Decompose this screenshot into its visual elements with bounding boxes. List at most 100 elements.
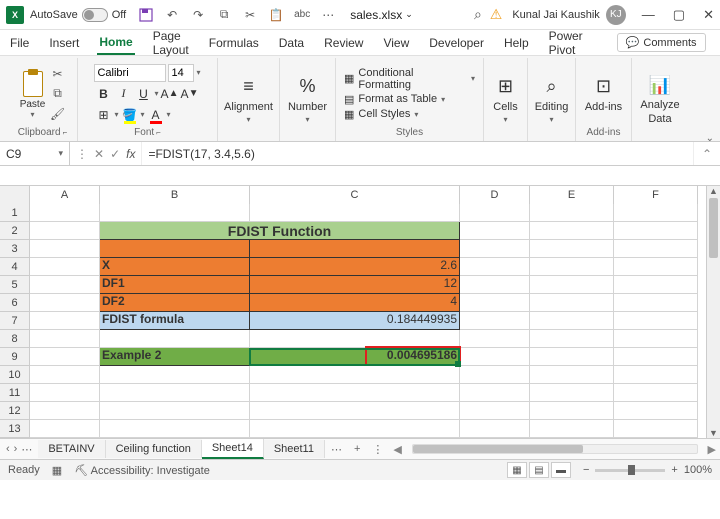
row-header[interactable]: 3 <box>0 240 30 258</box>
fx-icon[interactable]: fx <box>126 147 135 161</box>
cells-button[interactable]: ⊞ Cells ▾ <box>493 75 517 124</box>
col-header[interactable]: E <box>530 186 614 204</box>
zoom-in-icon[interactable]: + <box>671 464 677 476</box>
close-icon[interactable]: ✕ <box>703 7 714 23</box>
cancel-icon[interactable]: ✕ <box>94 147 104 161</box>
spell-icon[interactable]: abc <box>294 7 310 23</box>
alignment-button[interactable]: ≡ Alignment ▾ <box>224 75 273 124</box>
row-header[interactable]: 1 <box>0 204 30 222</box>
addins-button[interactable]: ⊡ Add-ins <box>585 75 622 113</box>
tab-file[interactable]: File <box>8 32 31 54</box>
col-header[interactable]: D <box>460 186 530 204</box>
sheet-tab[interactable]: BETAINV <box>38 440 105 458</box>
italic-button[interactable]: I <box>114 85 132 103</box>
sheet-tab[interactable]: Sheet11 <box>264 440 325 458</box>
fill-color-button[interactable]: 🪣 <box>121 106 139 124</box>
cell-styles-button[interactable]: ▦Cell Styles▾ <box>344 108 475 121</box>
sheet-more-icon[interactable]: ⋯ <box>325 443 348 456</box>
more-icon[interactable]: ⋯ <box>320 7 336 23</box>
zoom-level[interactable]: 100% <box>684 464 712 476</box>
col-header[interactable]: A <box>30 186 100 204</box>
scroll-down-icon[interactable]: ▼ <box>707 428 720 438</box>
cell-c7[interactable]: 0.184449935 <box>250 312 460 330</box>
cell-c9[interactable]: 0.004695186 <box>250 348 460 366</box>
scroll-left-icon[interactable]: ◀ <box>389 443 405 456</box>
row-header[interactable]: 13 <box>0 420 30 438</box>
font-shrink-button[interactable]: A▼ <box>181 85 199 103</box>
tab-power-pivot[interactable]: Power Pivot <box>547 25 585 61</box>
tab-help[interactable]: Help <box>502 32 531 54</box>
scroll-up-icon[interactable]: ▲ <box>707 186 720 196</box>
toggle-icon[interactable] <box>82 8 108 22</box>
scroll-right-icon[interactable]: ▶ <box>704 443 720 456</box>
cell-c6[interactable]: 4 <box>250 294 460 312</box>
search-icon[interactable]: ⌕ <box>474 6 482 23</box>
zoom-slider[interactable] <box>595 469 665 472</box>
page-break-button[interactable]: ▬ <box>551 462 571 478</box>
tab-view[interactable]: View <box>381 32 411 54</box>
row-header[interactable]: 5 <box>0 276 30 294</box>
minimize-icon[interactable]: — <box>642 7 655 23</box>
ribbon-collapse-icon[interactable]: ⌄ <box>706 133 714 144</box>
row-header[interactable]: 10 <box>0 366 30 384</box>
font-color-button[interactable]: A <box>147 106 165 124</box>
sheet-more-icon[interactable]: ⋯ <box>21 443 32 456</box>
font-name-select[interactable] <box>94 64 166 82</box>
conditional-formatting-button[interactable]: ▦Conditional Formatting▾ <box>344 67 475 91</box>
underline-button[interactable]: U <box>134 85 152 103</box>
border-button[interactable]: ⊞ <box>94 106 112 124</box>
name-box[interactable]: C9 ▾ <box>0 142 70 165</box>
row-header[interactable]: 12 <box>0 402 30 420</box>
vertical-scrollbar[interactable]: ▲ ▼ <box>706 186 720 438</box>
scroll-thumb[interactable] <box>709 198 718 258</box>
zoom-handle[interactable] <box>628 465 635 475</box>
sheet-prev-icon[interactable]: ‹ <box>6 443 10 456</box>
cell-b2-merged[interactable]: FDIST Function <box>100 222 460 240</box>
new-sheet-icon[interactable]: + <box>348 443 366 455</box>
copy-icon[interactable]: ⧉ <box>216 7 232 23</box>
redo-icon[interactable]: ↷ <box>190 7 206 23</box>
cell-c5[interactable]: 12 <box>250 276 460 294</box>
chevron-down-icon[interactable]: ▾ <box>196 68 200 77</box>
col-header[interactable]: F <box>614 186 698 204</box>
cell-b9[interactable]: Example 2 <box>100 348 250 366</box>
number-button[interactable]: % Number ▾ <box>288 75 327 124</box>
filename[interactable]: sales.xlsx ⌄ <box>350 8 413 22</box>
tab-developer[interactable]: Developer <box>427 32 486 54</box>
autosave-toggle[interactable]: AutoSave Off <box>30 8 126 22</box>
sheet-options-icon[interactable]: ⋮ <box>366 443 389 456</box>
cut-icon[interactable]: ✂ <box>242 7 258 23</box>
sheet-next-icon[interactable]: › <box>14 443 18 456</box>
horizontal-scrollbar[interactable] <box>412 444 698 454</box>
enter-icon[interactable]: ✓ <box>110 147 120 161</box>
row-header[interactable]: 2 <box>0 222 30 240</box>
cell-b5[interactable]: DF1 <box>100 276 250 294</box>
formula-input[interactable]: =FDIST(17, 3.4,5.6) <box>142 147 692 161</box>
accessibility-status[interactable]: ⛏ Accessibility: Investigate <box>74 464 210 477</box>
font-grow-button[interactable]: A▲ <box>161 85 179 103</box>
page-layout-button[interactable]: ▤ <box>529 462 549 478</box>
row-header[interactable]: 6 <box>0 294 30 312</box>
tab-review[interactable]: Review <box>322 32 365 54</box>
col-header[interactable]: B <box>100 186 250 204</box>
tab-insert[interactable]: Insert <box>47 32 81 54</box>
tab-page-layout[interactable]: Page Layout <box>151 25 191 61</box>
row-header[interactable]: 11 <box>0 384 30 402</box>
stats-icon[interactable]: ▦ <box>52 464 62 477</box>
paste-button[interactable]: Paste ▾ <box>20 69 46 119</box>
format-as-table-button[interactable]: ▤Format as Table▾ <box>344 93 475 106</box>
paste-qat-icon[interactable]: 📋 <box>268 7 284 23</box>
user-account[interactable]: ⚠ Kunal Jai Kaushik KJ <box>490 5 626 25</box>
bold-button[interactable]: B <box>94 85 112 103</box>
col-header[interactable]: C <box>250 186 460 204</box>
cell-b4[interactable]: X <box>100 258 250 276</box>
formula-expand-icon[interactable]: ⌃ <box>693 142 720 165</box>
row-header[interactable]: 4 <box>0 258 30 276</box>
font-size-select[interactable] <box>168 64 194 82</box>
undo-icon[interactable]: ↶ <box>164 7 180 23</box>
cell-b7[interactable]: FDIST formula <box>100 312 250 330</box>
row-header[interactable]: 7 <box>0 312 30 330</box>
row-header[interactable]: 8 <box>0 330 30 348</box>
zoom-out-icon[interactable]: − <box>583 464 589 476</box>
maximize-icon[interactable]: ▢ <box>673 7 685 23</box>
